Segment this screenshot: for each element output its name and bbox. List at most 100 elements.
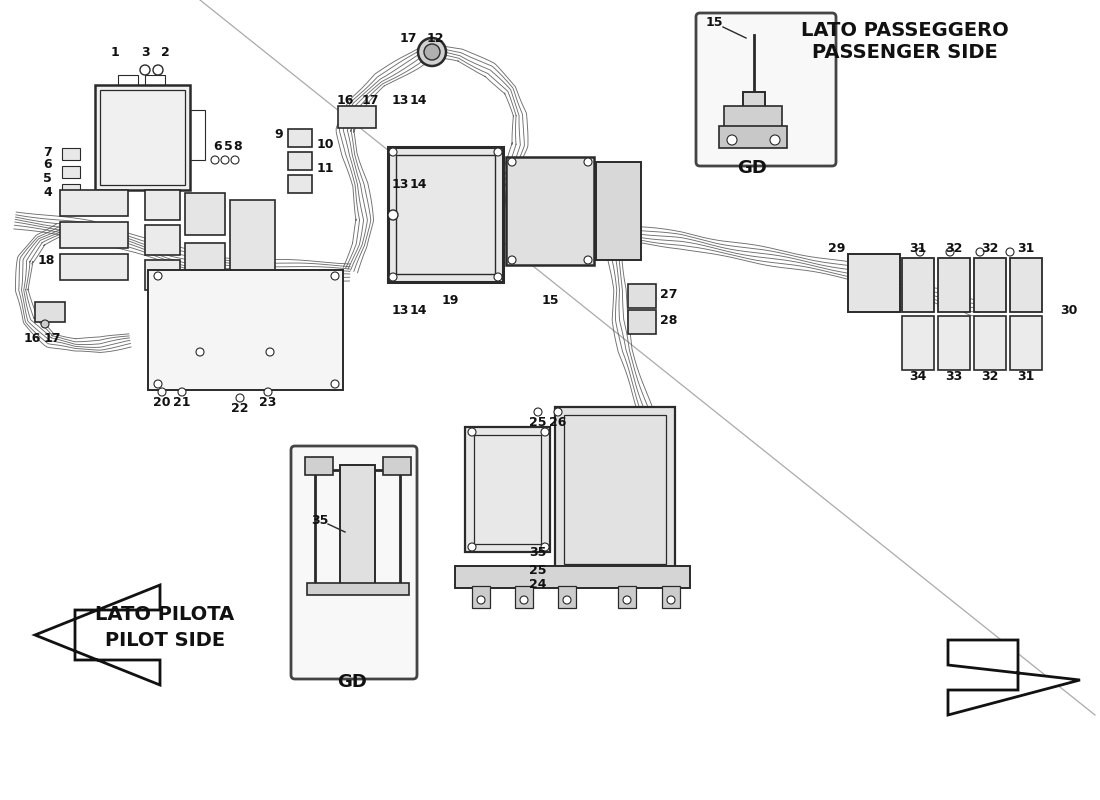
Circle shape bbox=[770, 135, 780, 145]
Circle shape bbox=[508, 158, 516, 166]
Bar bbox=[596, 162, 641, 260]
Text: 18: 18 bbox=[37, 254, 55, 266]
Circle shape bbox=[153, 65, 163, 75]
Bar bbox=[148, 270, 343, 390]
Bar bbox=[338, 106, 376, 128]
Bar bbox=[465, 427, 550, 552]
Text: 14: 14 bbox=[409, 94, 427, 106]
Circle shape bbox=[154, 380, 162, 388]
Circle shape bbox=[946, 248, 954, 256]
Text: 6: 6 bbox=[213, 139, 222, 153]
Bar bbox=[902, 258, 934, 312]
Text: 23: 23 bbox=[260, 395, 277, 409]
Circle shape bbox=[477, 596, 485, 604]
Text: 25: 25 bbox=[529, 415, 547, 429]
Circle shape bbox=[389, 273, 397, 281]
Bar bbox=[35, 302, 65, 322]
Bar bbox=[564, 415, 666, 564]
Bar bbox=[396, 155, 495, 274]
Text: 29: 29 bbox=[827, 242, 845, 254]
Circle shape bbox=[667, 596, 675, 604]
Bar bbox=[95, 85, 190, 190]
Bar bbox=[628, 284, 656, 308]
Text: 2: 2 bbox=[161, 46, 169, 58]
Text: 11: 11 bbox=[317, 162, 334, 174]
Text: 35: 35 bbox=[311, 514, 329, 526]
Circle shape bbox=[563, 596, 571, 604]
Bar bbox=[628, 310, 656, 334]
Bar bbox=[515, 586, 534, 608]
Text: 30: 30 bbox=[1060, 303, 1077, 317]
Circle shape bbox=[534, 408, 542, 416]
Text: 26: 26 bbox=[549, 415, 566, 429]
Circle shape bbox=[389, 148, 397, 156]
Text: 28: 28 bbox=[660, 314, 678, 326]
Text: 17: 17 bbox=[399, 31, 417, 45]
Text: 12: 12 bbox=[427, 31, 443, 45]
Bar bbox=[455, 566, 690, 588]
Text: 17: 17 bbox=[43, 331, 60, 345]
Bar bbox=[1010, 316, 1042, 370]
Circle shape bbox=[196, 348, 204, 356]
Bar bbox=[618, 586, 636, 608]
Text: 10: 10 bbox=[317, 138, 334, 151]
Text: 24: 24 bbox=[529, 578, 547, 591]
Circle shape bbox=[41, 320, 50, 328]
Bar bbox=[938, 316, 970, 370]
Bar bbox=[145, 190, 180, 220]
Bar bbox=[145, 225, 180, 255]
Circle shape bbox=[158, 388, 166, 396]
Bar bbox=[60, 254, 128, 280]
Text: 34: 34 bbox=[910, 370, 926, 382]
Bar bbox=[724, 106, 782, 128]
Circle shape bbox=[468, 428, 476, 436]
Circle shape bbox=[727, 135, 737, 145]
FancyBboxPatch shape bbox=[292, 446, 417, 679]
FancyBboxPatch shape bbox=[696, 13, 836, 166]
Bar bbox=[1010, 258, 1042, 312]
Circle shape bbox=[976, 248, 984, 256]
Text: PILOT SIDE: PILOT SIDE bbox=[104, 630, 226, 650]
Text: 31: 31 bbox=[1018, 242, 1035, 254]
Circle shape bbox=[916, 248, 924, 256]
Text: 16: 16 bbox=[23, 331, 41, 345]
Text: 6: 6 bbox=[43, 158, 52, 171]
Circle shape bbox=[554, 408, 562, 416]
Bar bbox=[719, 126, 786, 148]
Text: 32: 32 bbox=[981, 242, 999, 254]
Text: 13: 13 bbox=[392, 303, 409, 317]
Text: 1: 1 bbox=[111, 46, 120, 58]
Text: LATO PASSEGGERO: LATO PASSEGGERO bbox=[801, 21, 1009, 39]
Text: 25: 25 bbox=[529, 563, 547, 577]
Circle shape bbox=[231, 156, 239, 164]
Text: 5: 5 bbox=[223, 139, 232, 153]
Circle shape bbox=[211, 156, 219, 164]
Text: 14: 14 bbox=[409, 303, 427, 317]
Circle shape bbox=[508, 256, 516, 264]
Circle shape bbox=[331, 272, 339, 280]
Text: 16: 16 bbox=[337, 94, 354, 106]
Bar bbox=[185, 243, 226, 285]
Text: 3: 3 bbox=[141, 46, 150, 58]
Circle shape bbox=[418, 38, 446, 66]
Bar bbox=[472, 586, 490, 608]
Text: GD: GD bbox=[337, 673, 367, 691]
Text: 13: 13 bbox=[392, 178, 409, 191]
Bar bbox=[902, 316, 934, 370]
Text: 9: 9 bbox=[274, 129, 283, 142]
Text: 32: 32 bbox=[945, 242, 962, 254]
Bar bbox=[938, 258, 970, 312]
Bar bbox=[145, 260, 180, 290]
Text: 32: 32 bbox=[981, 370, 999, 382]
Text: 33: 33 bbox=[945, 370, 962, 382]
Circle shape bbox=[331, 380, 339, 388]
Text: 17: 17 bbox=[362, 94, 380, 106]
Text: 31: 31 bbox=[910, 242, 926, 254]
Bar bbox=[474, 435, 541, 544]
Text: 15: 15 bbox=[705, 15, 723, 29]
Text: 8: 8 bbox=[233, 139, 242, 153]
Circle shape bbox=[154, 272, 162, 280]
Circle shape bbox=[584, 256, 592, 264]
Bar bbox=[388, 147, 503, 282]
Circle shape bbox=[1006, 248, 1014, 256]
